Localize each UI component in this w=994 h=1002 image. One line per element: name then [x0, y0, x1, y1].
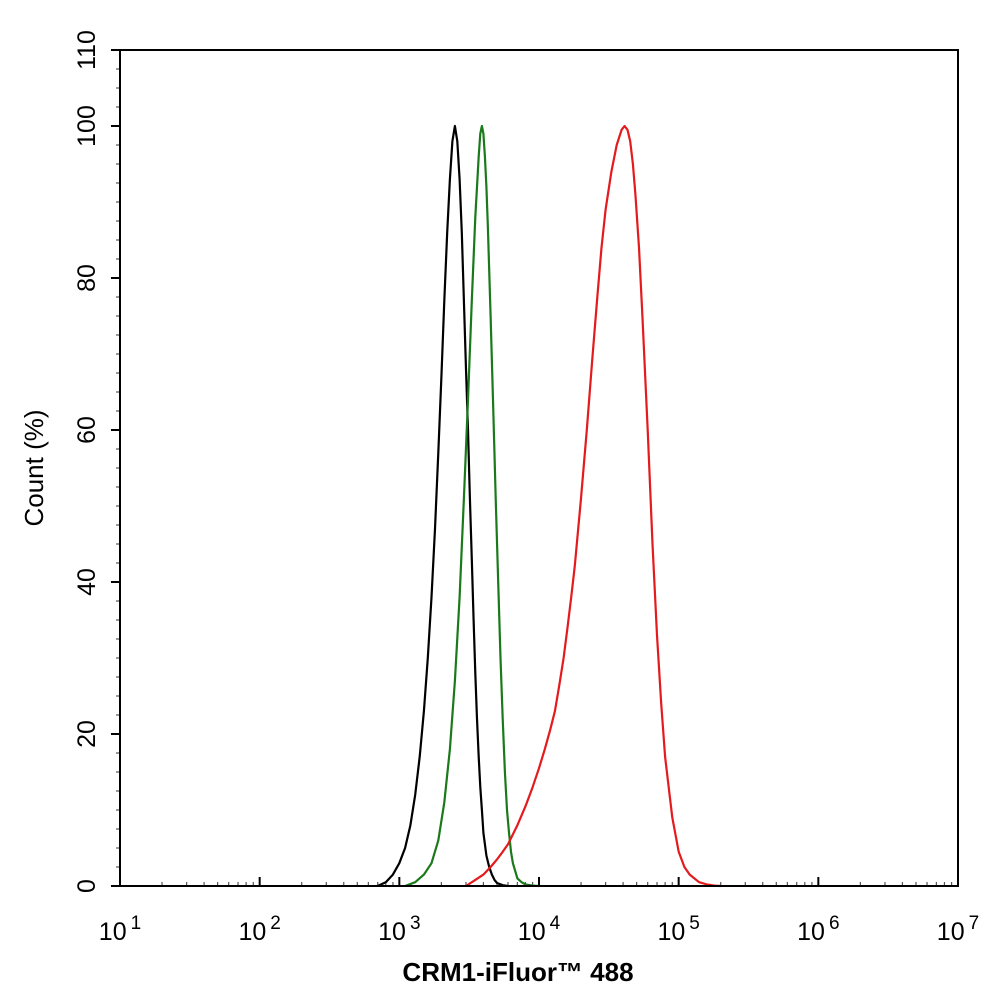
- series-line-1: [377, 124, 509, 888]
- x-axis-title: CRM1-iFluor™ 488: [402, 957, 633, 987]
- y-tick-label: 100: [73, 105, 101, 147]
- y-axis-title: Count (%): [19, 409, 49, 526]
- x-tick-label: 10 2: [238, 913, 280, 946]
- x-tick-label: 10 1: [99, 913, 141, 946]
- plot-frame: [119, 49, 959, 887]
- series-lines: [377, 124, 721, 888]
- y-tick-label: 80: [73, 264, 101, 292]
- y-tick-label: 0: [73, 879, 101, 893]
- x-tick-label: 10 7: [937, 913, 979, 946]
- series-line-2: [404, 124, 540, 888]
- axis-ticks: [111, 49, 959, 887]
- x-tick-label: 10 6: [797, 913, 839, 946]
- x-tick-label: 10 4: [518, 913, 561, 946]
- series-line-3: [465, 124, 721, 888]
- y-tick-label: 40: [73, 568, 101, 596]
- y-tick-label: 60: [73, 416, 101, 444]
- tick-labels: 10 1 10 2 10 3 10 4 10 5 10 6 10 7 0 20 40 60 80 100 110: [73, 30, 979, 946]
- x-tick-label: 10 5: [657, 913, 699, 946]
- y-tick-label: 110: [73, 30, 101, 70]
- x-tick-label: 10 3: [378, 913, 420, 946]
- y-tick-label: 20: [73, 720, 101, 748]
